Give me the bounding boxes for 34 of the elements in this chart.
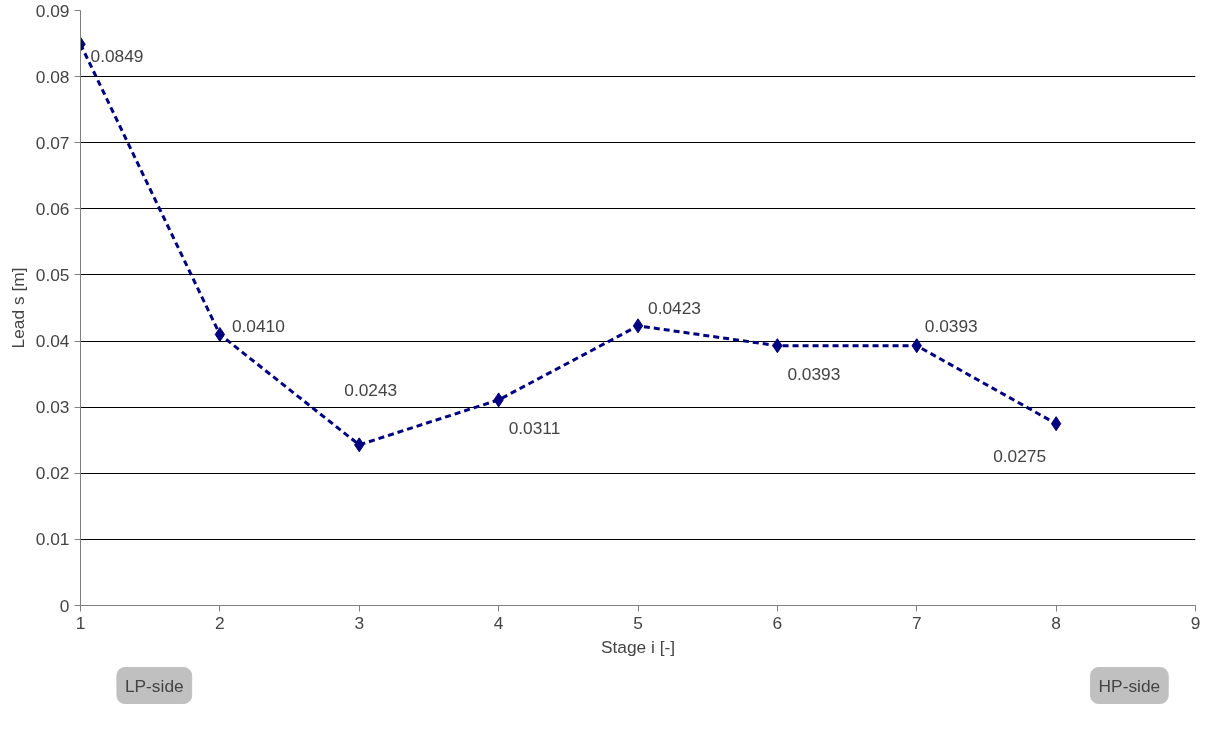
y-tick-label: 0.06 [35, 198, 70, 219]
x-tick-label: 9 [1190, 612, 1201, 633]
y-tick-label: 0 [59, 595, 70, 616]
x-tick-label: 1 [75, 612, 86, 633]
y-tick-label: 0.01 [35, 529, 70, 550]
x-tick-label: 6 [772, 612, 783, 633]
data-label: 0.0311 [508, 417, 561, 438]
data-label: 0.0393 [924, 315, 978, 336]
x-tick-label: 7 [911, 612, 922, 633]
y-tick-label: 0.03 [35, 397, 70, 418]
x-tick-label: 2 [215, 612, 225, 633]
point [1050, 416, 1062, 432]
text: LP-side [124, 675, 184, 696]
data-label: 0.0275 [993, 445, 1047, 466]
x-tick-label: 3 [354, 612, 365, 633]
y-tick-label: 0.04 [35, 331, 70, 352]
text: HP-side [1098, 675, 1161, 696]
data-label: 0.0849 [90, 46, 144, 67]
x-tick-label: 5 [633, 612, 643, 633]
y-tick-label: 0.02 [35, 463, 70, 484]
y-tick-label: 0.08 [35, 66, 70, 87]
point [632, 318, 644, 334]
x-tick-label: 8 [1051, 612, 1061, 633]
data-label: 0.0393 [787, 363, 841, 384]
data-label: 0.0423 [648, 297, 701, 318]
data-label: 0.0410 [231, 316, 285, 337]
y-tick-label: 0.07 [35, 132, 70, 153]
y-tick-label: 0.09 [35, 0, 70, 21]
data-label: 0.0243 [344, 379, 398, 400]
y-axis-title: Lead s [m] [7, 267, 28, 349]
x-tick-label: 4 [493, 612, 504, 633]
y-tick-label: 0.05 [35, 264, 70, 285]
x-axis-title: Stage i [-] [600, 636, 676, 657]
point [214, 326, 226, 342]
